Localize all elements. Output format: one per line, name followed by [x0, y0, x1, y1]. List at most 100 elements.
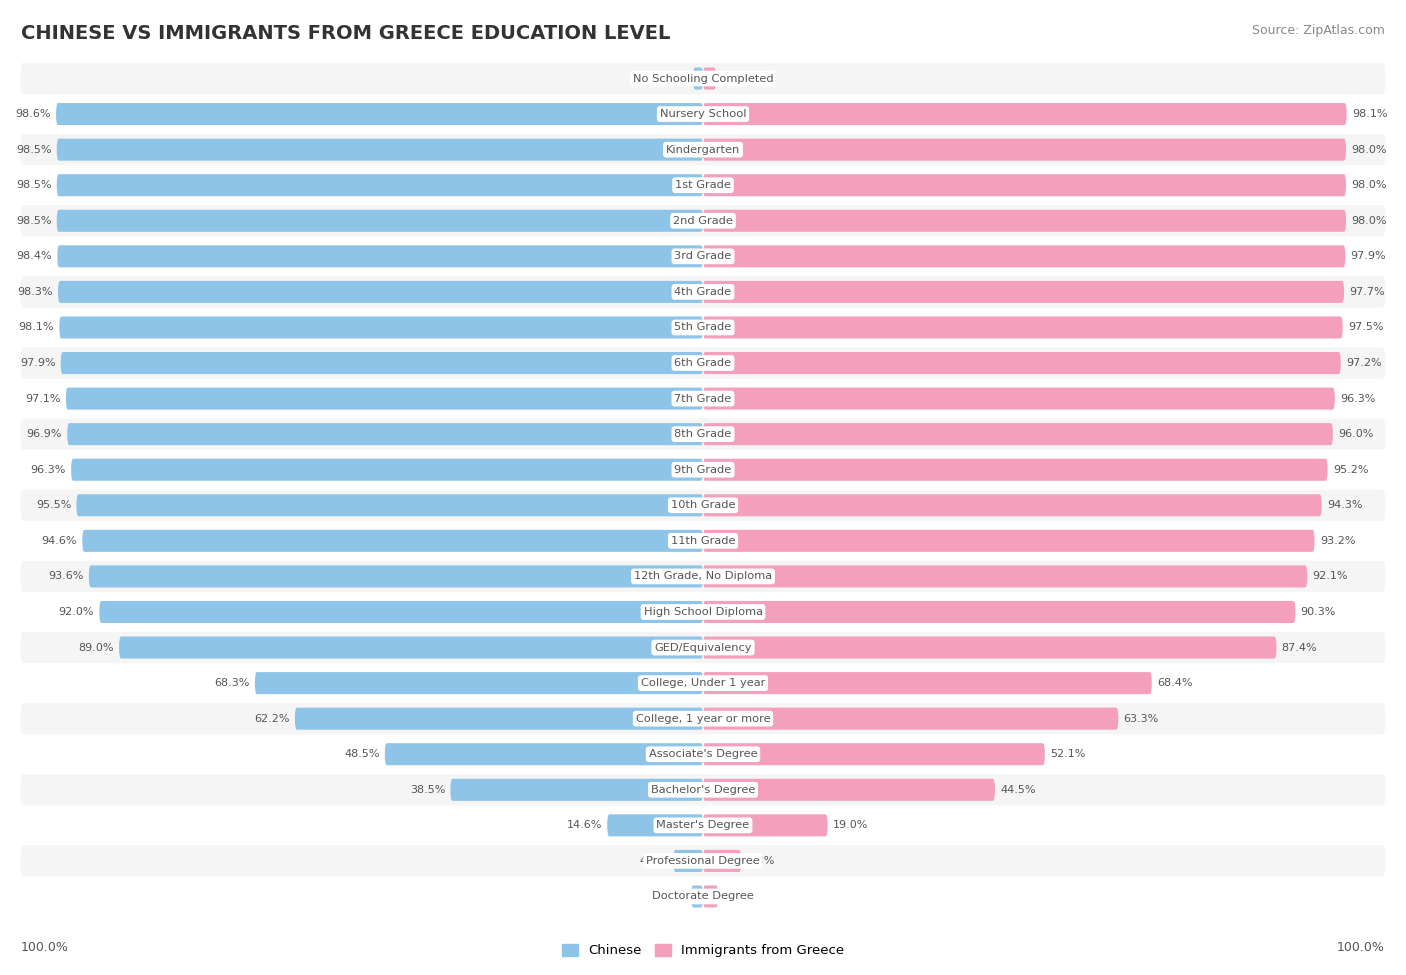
- Text: 89.0%: 89.0%: [79, 643, 114, 652]
- Text: 2.0%: 2.0%: [721, 73, 749, 84]
- FancyBboxPatch shape: [56, 138, 703, 161]
- FancyBboxPatch shape: [21, 774, 1385, 805]
- Text: 96.3%: 96.3%: [31, 465, 66, 475]
- FancyBboxPatch shape: [703, 529, 1315, 552]
- FancyBboxPatch shape: [254, 672, 703, 694]
- Text: 5.8%: 5.8%: [747, 856, 775, 866]
- FancyBboxPatch shape: [703, 814, 828, 837]
- FancyBboxPatch shape: [703, 103, 1347, 125]
- FancyBboxPatch shape: [21, 241, 1385, 272]
- FancyBboxPatch shape: [21, 312, 1385, 343]
- FancyBboxPatch shape: [703, 779, 995, 800]
- Text: 97.1%: 97.1%: [25, 394, 60, 404]
- FancyBboxPatch shape: [703, 281, 1344, 303]
- FancyBboxPatch shape: [703, 743, 1045, 765]
- Text: 98.1%: 98.1%: [1353, 109, 1388, 119]
- FancyBboxPatch shape: [21, 561, 1385, 592]
- FancyBboxPatch shape: [703, 458, 1327, 481]
- Text: 68.3%: 68.3%: [214, 678, 250, 688]
- Text: 98.6%: 98.6%: [15, 109, 51, 119]
- Text: 4th Grade: 4th Grade: [675, 287, 731, 297]
- FancyBboxPatch shape: [703, 708, 1118, 729]
- Text: 62.2%: 62.2%: [254, 714, 290, 723]
- FancyBboxPatch shape: [703, 494, 1322, 517]
- FancyBboxPatch shape: [703, 138, 1346, 161]
- FancyBboxPatch shape: [692, 885, 703, 908]
- Text: 2nd Grade: 2nd Grade: [673, 215, 733, 226]
- FancyBboxPatch shape: [59, 317, 703, 338]
- Text: 68.4%: 68.4%: [1157, 678, 1192, 688]
- FancyBboxPatch shape: [703, 388, 1334, 410]
- Text: 48.5%: 48.5%: [344, 749, 380, 760]
- FancyBboxPatch shape: [120, 637, 703, 658]
- Text: College, 1 year or more: College, 1 year or more: [636, 714, 770, 723]
- Text: 98.0%: 98.0%: [1351, 180, 1386, 190]
- FancyBboxPatch shape: [703, 601, 1295, 623]
- Text: Source: ZipAtlas.com: Source: ZipAtlas.com: [1251, 24, 1385, 37]
- FancyBboxPatch shape: [21, 134, 1385, 166]
- Text: Master's Degree: Master's Degree: [657, 820, 749, 831]
- FancyBboxPatch shape: [56, 175, 703, 196]
- FancyBboxPatch shape: [673, 850, 703, 872]
- FancyBboxPatch shape: [21, 845, 1385, 877]
- Text: 95.5%: 95.5%: [35, 500, 72, 510]
- Text: 97.7%: 97.7%: [1350, 287, 1385, 297]
- FancyBboxPatch shape: [693, 67, 703, 90]
- FancyBboxPatch shape: [21, 739, 1385, 770]
- Text: 90.3%: 90.3%: [1301, 607, 1336, 617]
- Text: 96.9%: 96.9%: [27, 429, 62, 439]
- Text: 11th Grade: 11th Grade: [671, 536, 735, 546]
- Text: 87.4%: 87.4%: [1282, 643, 1317, 652]
- Text: 92.1%: 92.1%: [1313, 571, 1348, 581]
- Text: 97.5%: 97.5%: [1348, 323, 1384, 332]
- FancyBboxPatch shape: [703, 210, 1346, 232]
- FancyBboxPatch shape: [21, 98, 1385, 130]
- Text: 3rd Grade: 3rd Grade: [675, 252, 731, 261]
- FancyBboxPatch shape: [21, 489, 1385, 521]
- Text: 93.6%: 93.6%: [48, 571, 83, 581]
- FancyBboxPatch shape: [72, 458, 703, 481]
- FancyBboxPatch shape: [21, 383, 1385, 414]
- Text: 92.0%: 92.0%: [59, 607, 94, 617]
- Text: College, Under 1 year: College, Under 1 year: [641, 678, 765, 688]
- FancyBboxPatch shape: [703, 566, 1308, 587]
- FancyBboxPatch shape: [21, 205, 1385, 236]
- FancyBboxPatch shape: [21, 632, 1385, 663]
- Text: 6th Grade: 6th Grade: [675, 358, 731, 368]
- Text: 94.3%: 94.3%: [1327, 500, 1362, 510]
- FancyBboxPatch shape: [703, 352, 1341, 374]
- Text: 100.0%: 100.0%: [1337, 941, 1385, 954]
- Text: 96.3%: 96.3%: [1340, 394, 1375, 404]
- Text: 38.5%: 38.5%: [409, 785, 446, 795]
- FancyBboxPatch shape: [703, 423, 1333, 446]
- FancyBboxPatch shape: [56, 103, 703, 125]
- Text: 4.5%: 4.5%: [640, 856, 668, 866]
- Text: Doctorate Degree: Doctorate Degree: [652, 891, 754, 902]
- FancyBboxPatch shape: [703, 850, 741, 872]
- Text: 5th Grade: 5th Grade: [675, 323, 731, 332]
- FancyBboxPatch shape: [21, 454, 1385, 486]
- Text: 63.3%: 63.3%: [1123, 714, 1159, 723]
- Text: Nursery School: Nursery School: [659, 109, 747, 119]
- FancyBboxPatch shape: [66, 388, 703, 410]
- FancyBboxPatch shape: [703, 885, 718, 908]
- Text: 98.0%: 98.0%: [1351, 144, 1386, 155]
- Text: 52.1%: 52.1%: [1050, 749, 1085, 760]
- Text: 93.2%: 93.2%: [1320, 536, 1355, 546]
- FancyBboxPatch shape: [703, 672, 1152, 694]
- FancyBboxPatch shape: [21, 276, 1385, 307]
- Text: 12th Grade, No Diploma: 12th Grade, No Diploma: [634, 571, 772, 581]
- Text: No Schooling Completed: No Schooling Completed: [633, 73, 773, 84]
- Text: 98.0%: 98.0%: [1351, 215, 1386, 226]
- FancyBboxPatch shape: [21, 418, 1385, 449]
- Text: 1st Grade: 1st Grade: [675, 180, 731, 190]
- FancyBboxPatch shape: [450, 779, 703, 800]
- Text: High School Diploma: High School Diploma: [644, 607, 762, 617]
- Text: 98.1%: 98.1%: [18, 323, 53, 332]
- Text: GED/Equivalency: GED/Equivalency: [654, 643, 752, 652]
- FancyBboxPatch shape: [76, 494, 703, 517]
- Text: 96.0%: 96.0%: [1339, 429, 1374, 439]
- Text: 1.8%: 1.8%: [658, 891, 686, 902]
- Text: Bachelor's Degree: Bachelor's Degree: [651, 785, 755, 795]
- FancyBboxPatch shape: [58, 246, 703, 267]
